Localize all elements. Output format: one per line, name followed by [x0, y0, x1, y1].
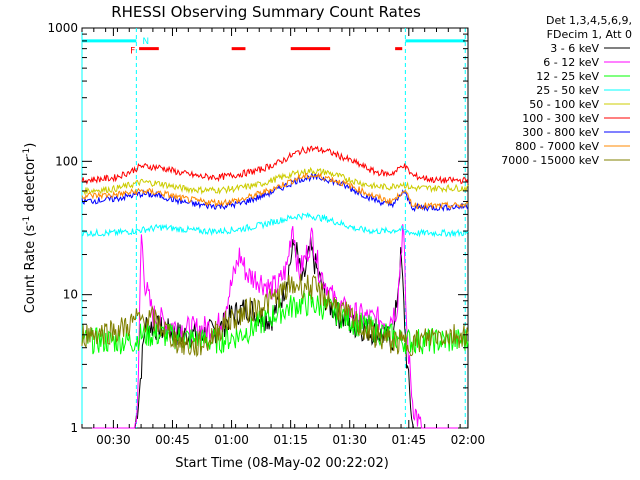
- legend-label-2: 6 - 12 keV: [543, 56, 599, 69]
- y-axis-label-sup2: -1: [22, 148, 32, 157]
- x-tick-label-2: 00:45: [155, 433, 190, 447]
- y-tick-label-3: 100: [55, 154, 78, 168]
- x-axis-label: Start Time (08-May-02 00:22:02): [175, 456, 389, 471]
- y-axis-label-suffix: ): [23, 143, 38, 148]
- x-tick-label-5: 01:30: [332, 433, 367, 447]
- series-line-7: [81, 172, 469, 213]
- legend-label-9: 7000 - 15000 keV: [501, 154, 599, 167]
- legend-label-5: 50 - 100 keV: [529, 98, 599, 111]
- series-line-9: [81, 273, 469, 358]
- legend-label-4: 25 - 50 keV: [536, 84, 599, 97]
- x-tick-label-3: 01:00: [214, 433, 249, 447]
- annotation-layer: NF: [81, 28, 466, 428]
- series-line-3: [81, 290, 469, 355]
- y-axis-label: Count Rate (s-1 detector-1): [22, 143, 38, 314]
- x-axis: 00:30 00:45 01:00 01:15 01:30 01:45 02:00: [81, 28, 486, 447]
- y-axis-label-prefix: Count Rate (s: [23, 225, 38, 314]
- y-tick-label-1: 1: [70, 421, 78, 435]
- series-line-6: [81, 145, 469, 185]
- series-line-5: [81, 166, 469, 196]
- y-tick-label-2: 10: [63, 288, 78, 302]
- legend: Det 1,3,4,5,6,9, FDecim 1, Att 0 3 - 6 k…: [501, 14, 632, 167]
- night-marker-label: N: [142, 37, 149, 47]
- y-axis: 1 10 100 1000: [47, 21, 468, 435]
- legend-header-line-1: Det 1,3,4,5,6,9,: [546, 14, 632, 27]
- legend-label-8: 800 - 7000 keV: [515, 140, 599, 153]
- legend-label-3: 12 - 25 keV: [536, 70, 599, 83]
- x-tick-label-1: 00:30: [96, 433, 131, 447]
- y-tick-label-4: 1000: [47, 21, 78, 35]
- series-line-4: [81, 212, 469, 238]
- legend-label-7: 300 - 800 keV: [522, 126, 599, 139]
- y-axis-label-mid: detector: [23, 156, 38, 216]
- chart-title: RHESSI Observing Summary Count Rates: [111, 3, 421, 21]
- x-tick-label-7: 02:00: [451, 433, 486, 447]
- x-tick-label-4: 01:15: [273, 433, 308, 447]
- legend-label-6: 100 - 300 keV: [522, 112, 599, 125]
- series-line-2: [82, 224, 468, 429]
- y-axis-label-sup1: -1: [22, 216, 32, 225]
- series-line-1: [82, 236, 468, 429]
- x-tick-label-6: 01:45: [392, 433, 427, 447]
- series-layer: [81, 145, 469, 429]
- legend-label-1: 3 - 6 keV: [550, 42, 599, 55]
- series-line-8: [81, 172, 469, 210]
- legend-header-line-2: FDecim 1, Att 0: [547, 28, 632, 41]
- flare-marker-label: F: [130, 47, 135, 57]
